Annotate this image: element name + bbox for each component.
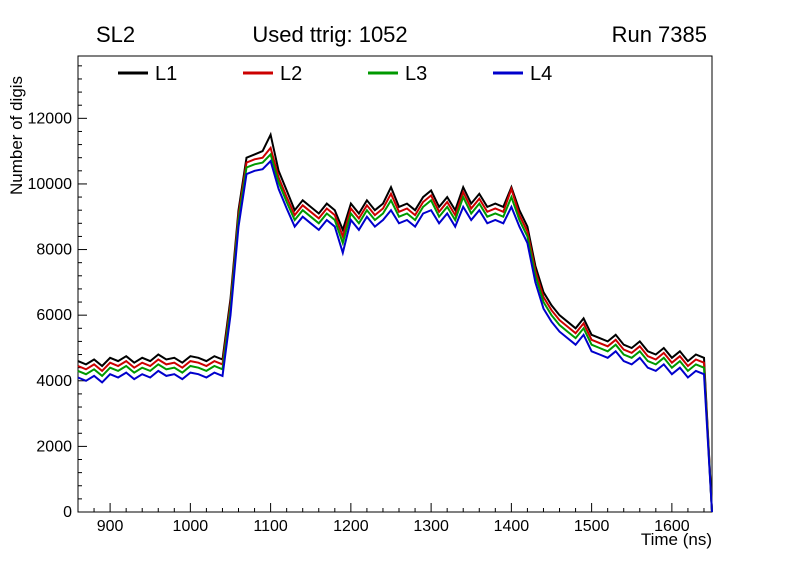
- pad-label-run: Run 7385: [611, 22, 707, 47]
- series-line-L1: [77, 131, 713, 513]
- x-axis-title: Time (ns): [641, 530, 712, 549]
- plot-frame: [77, 55, 713, 513]
- legend-label-L1: L1: [155, 63, 177, 85]
- y-tick-label: 6000: [36, 307, 72, 324]
- x-tick-label: 1100: [253, 518, 288, 535]
- y-tick-label: 10000: [28, 176, 73, 193]
- x-tick-label: 1300: [413, 518, 449, 535]
- y-tick-label: 4000: [36, 373, 72, 390]
- x-tick-label: 1500: [574, 518, 610, 535]
- y-tick-label: 2000: [36, 438, 72, 455]
- pad-label-sl: SL2: [96, 22, 136, 47]
- x-tick-label: 1200: [333, 518, 369, 535]
- y-tick-label: 12000: [28, 110, 73, 127]
- legend-label-L2: L2: [280, 63, 302, 85]
- y-tick-label: 8000: [36, 242, 72, 259]
- y-tick-label: 0: [63, 504, 72, 521]
- x-tick-label: 1400: [494, 518, 530, 535]
- x-tick-label: 1000: [173, 518, 209, 535]
- series-line-L3: [77, 152, 713, 513]
- series-line-L2: [77, 145, 713, 513]
- pad-title-ttrig: Used ttrig: 1052: [252, 22, 408, 47]
- series-line-L4: [77, 159, 713, 513]
- y-axis-title: Number of digis: [7, 76, 26, 195]
- x-tick-label: 900: [97, 518, 124, 535]
- x-tick-label: 1600: [654, 518, 690, 535]
- legend-label-L3: L3: [405, 63, 427, 85]
- legend-label-L4: L4: [530, 63, 552, 85]
